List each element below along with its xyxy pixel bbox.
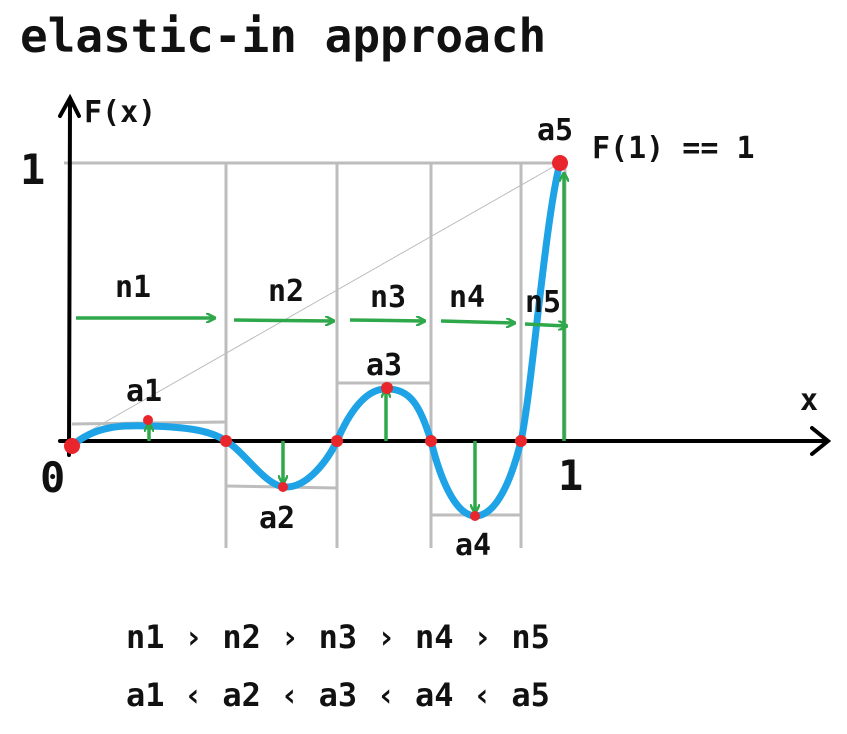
x-axis-label: x (800, 383, 818, 418)
n5-arrow (524, 324, 566, 326)
y-one-label: 1 (20, 145, 45, 194)
n3-arrow (349, 320, 424, 321)
peak-label-a5: a5 (537, 113, 573, 148)
x-axis-arrowhead (810, 426, 832, 456)
y-axis (67, 98, 72, 457)
a-arrows (149, 174, 564, 512)
n-relation-chain: n1 › n2 › n3 › n4 › n5 (126, 618, 550, 656)
origin-label: 0 (40, 453, 65, 502)
segment-label-n2: n2 (268, 274, 304, 309)
peak-label-a2: a2 (259, 501, 295, 536)
point-origin (64, 438, 80, 454)
elastic-curve (68, 159, 564, 520)
y-axis-label: F(x) (84, 95, 156, 130)
point-crossing-2 (331, 435, 343, 447)
peak-label-a3: a3 (366, 348, 402, 383)
segment-label-n3: n3 (370, 280, 406, 315)
point-a2 (278, 482, 288, 492)
y-axis-arrowhead (58, 93, 81, 118)
point-a1 (143, 415, 153, 425)
point-crossing-3 (425, 435, 437, 447)
segment-label-n5: n5 (525, 285, 561, 320)
curve-points (64, 155, 568, 521)
peak-label-a4: a4 (455, 528, 491, 563)
segment-label-n4: n4 (449, 280, 485, 315)
x-one-label: 1 (558, 451, 583, 500)
point-crossing-1 (220, 435, 232, 447)
point-crossing-4 (515, 435, 527, 447)
peak-label-a1: a1 (126, 374, 162, 409)
diagram-title: elastic-in approach (20, 9, 546, 63)
segment-label-n1: n1 (115, 270, 151, 305)
point-a5 (552, 155, 568, 171)
point-a4 (470, 511, 480, 521)
n4-arrow (440, 321, 514, 323)
f-one-annotation: F(1) == 1 (592, 131, 755, 166)
axes (58, 93, 832, 457)
n-arrows (76, 318, 566, 326)
guide-lines (64, 161, 567, 548)
point-a3 (381, 382, 393, 394)
n2-arrow (233, 320, 333, 321)
guide-diagonal (71, 162, 561, 442)
a-relation-chain: a1 ‹ a2 ‹ a3 ‹ a4 ‹ a5 (126, 676, 550, 714)
